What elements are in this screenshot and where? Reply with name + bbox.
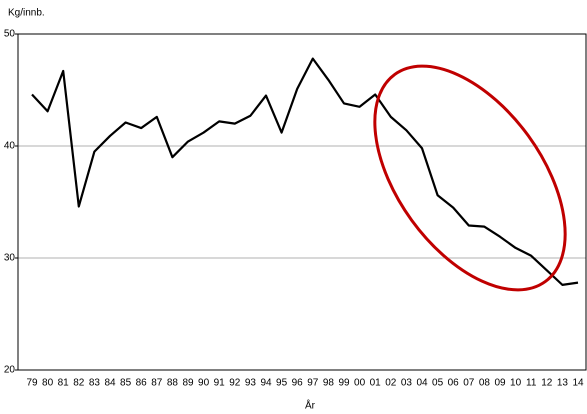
x-tick-label: 81 — [58, 378, 70, 389]
x-tick-label: 90 — [198, 378, 210, 389]
x-tick-label: 88 — [167, 378, 179, 389]
y-tick-label: 50 — [4, 29, 16, 40]
y-axis-label: Kg/innb. — [8, 8, 45, 19]
x-tick-label: 99 — [338, 378, 350, 389]
x-tick-label: 86 — [136, 378, 148, 389]
x-tick-label: 07 — [463, 378, 475, 389]
x-tick-label: 02 — [385, 378, 397, 389]
x-tick-label: 91 — [214, 378, 226, 389]
x-tick-label: 08 — [479, 378, 491, 389]
x-tick-label: 06 — [448, 378, 460, 389]
x-tick-label: 10 — [510, 378, 522, 389]
x-tick-label: 01 — [370, 378, 382, 389]
x-tick-label: 82 — [73, 378, 85, 389]
x-tick-label: 92 — [229, 378, 241, 389]
y-tick-label: 30 — [4, 253, 16, 264]
x-tick-label: 00 — [354, 378, 366, 389]
plot-frame — [17, 33, 587, 371]
x-tick-label: 93 — [245, 378, 257, 389]
x-tick-label: 79 — [26, 378, 38, 389]
y-tick-label: 20 — [4, 365, 16, 376]
x-tick-label: 13 — [557, 378, 569, 389]
x-tick-label: 94 — [260, 378, 272, 389]
x-tick-label: 11 — [526, 378, 537, 389]
x-tick-label: 96 — [292, 378, 304, 389]
x-tick-label: 89 — [182, 378, 194, 389]
x-tick-label: 80 — [42, 378, 54, 389]
x-tick-label: 98 — [323, 378, 335, 389]
x-axis-label: År — [305, 399, 316, 412]
highlight-ellipse — [373, 64, 567, 292]
x-tick-label: 87 — [151, 378, 163, 389]
x-tick-label: 04 — [416, 378, 428, 389]
x-tick-label: 97 — [307, 378, 319, 389]
x-tick-label: 84 — [104, 378, 116, 389]
x-tick-label: 14 — [572, 378, 584, 389]
x-tick-label: 05 — [432, 378, 444, 389]
x-tick-label: 83 — [89, 378, 101, 389]
y-tick-label: 40 — [4, 141, 16, 152]
x-tick-label: 95 — [276, 378, 288, 389]
x-tick-label: 85 — [120, 378, 132, 389]
line-series — [31, 57, 579, 286]
x-tick-label: 12 — [541, 378, 553, 389]
x-tick-label: 09 — [494, 378, 506, 389]
x-tick-label: 03 — [401, 378, 413, 389]
